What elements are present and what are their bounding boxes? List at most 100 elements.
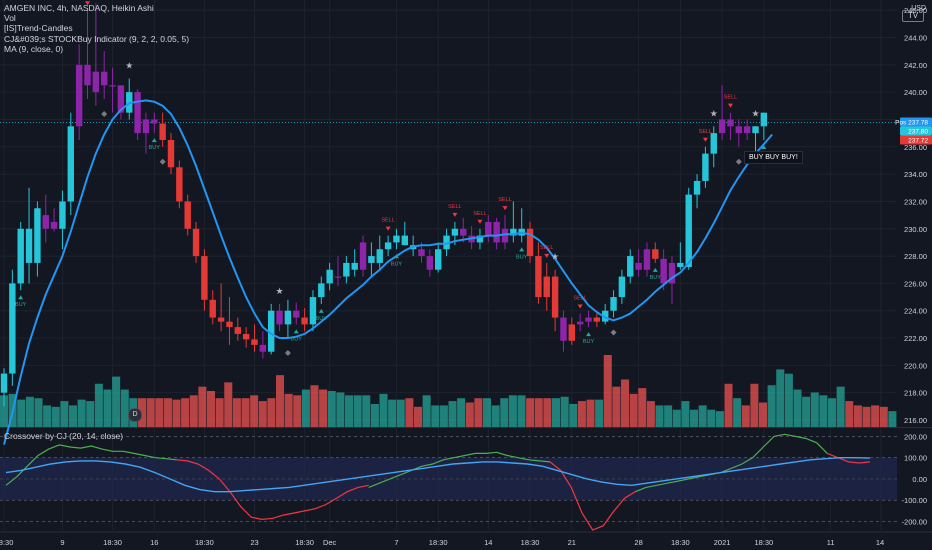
candle-series <box>0 3 768 407</box>
volume-bar <box>51 406 60 427</box>
volume-bar <box>802 396 811 427</box>
buy-signal-label: BUY <box>516 254 528 260</box>
volume-bar <box>310 385 319 427</box>
buy-arrow-icon <box>519 247 525 252</box>
oscillator-line <box>549 461 636 531</box>
volume-bar <box>646 401 655 427</box>
volume-bar <box>181 398 190 427</box>
volume-bar <box>638 388 647 427</box>
volume-bar <box>526 398 535 427</box>
candle-body <box>551 276 559 318</box>
candle-body <box>618 276 626 298</box>
volume-bar <box>517 395 526 427</box>
signal-markers: BUYSELL★BUY★BUYBUYSELLBUYSELLSELLSELLBUY… <box>15 1 770 357</box>
candle-body <box>326 269 333 284</box>
volume-bar <box>276 375 285 427</box>
buy-arrow-icon <box>18 295 24 300</box>
volume-bar <box>672 409 681 427</box>
volume-bar <box>241 398 250 427</box>
candle-body <box>134 92 141 134</box>
volume-bar <box>388 399 397 427</box>
volume-bar <box>733 398 742 427</box>
buy-arrow-icon <box>151 138 157 143</box>
price-tick-label: 230.00 <box>904 225 927 234</box>
price-tick-label: 220.00 <box>904 361 927 370</box>
candle-body <box>476 235 484 243</box>
candle-body <box>652 249 659 259</box>
legend-stockbuy-indicator: CJ&#039;s STOCKBuy Indicator (9, 2, 2, 0… <box>4 33 190 44</box>
volume-bar <box>319 389 328 427</box>
candle-body <box>109 85 116 87</box>
sell-signal-label: SELL <box>699 129 712 135</box>
buy-arrow-icon <box>293 329 299 334</box>
candle-body <box>384 242 392 250</box>
volume-bar <box>621 379 630 427</box>
volume-bar <box>750 383 759 427</box>
volume-bar <box>94 383 103 427</box>
buy-signal-label: BUY <box>650 275 662 281</box>
volume-bar <box>552 398 561 427</box>
candle-body <box>576 321 584 325</box>
diamond-icon <box>610 329 617 336</box>
time-tick-label: 2021 <box>714 538 731 547</box>
buy-arrow-icon <box>318 308 324 313</box>
time-tick-label: Dec <box>323 538 337 547</box>
candle-body <box>760 112 768 127</box>
candle-body <box>393 235 400 243</box>
candle-body <box>668 262 676 284</box>
oscillator-line <box>635 433 828 493</box>
volume-bar <box>483 398 492 427</box>
candle-body <box>426 256 434 270</box>
volume-bar <box>879 406 888 427</box>
candle-body <box>376 249 383 263</box>
time-tick-label: 21 <box>568 538 576 547</box>
candle-body <box>451 228 459 236</box>
candle-body <box>443 235 450 250</box>
volume-bar <box>853 405 862 427</box>
candle-body <box>627 256 634 277</box>
candle-body <box>259 344 267 352</box>
time-tick-label: 18:30 <box>103 538 122 547</box>
tradingview-logo-icon: TV <box>902 10 924 22</box>
candle-body <box>743 126 751 134</box>
candle-body <box>702 153 709 181</box>
time-tick-label: 7 <box>394 538 398 547</box>
volume-bar <box>301 389 310 427</box>
sell-arrow-icon <box>544 253 550 258</box>
volume-bar <box>207 391 216 427</box>
volume-bar <box>345 395 354 427</box>
volume-bar <box>560 396 569 427</box>
volume-bar <box>422 395 431 427</box>
dividend-badge[interactable]: D <box>128 408 142 422</box>
buy-signal-label: BUY <box>15 302 27 308</box>
candle-body <box>735 126 742 134</box>
price-tick-label: 222.00 <box>904 334 927 343</box>
buy-arrow-icon <box>393 254 399 259</box>
volume-bar <box>86 401 95 427</box>
candle-body <box>217 317 225 322</box>
chart-legend: AMGEN INC, 4h, NASDAQ, Heikin Ashi Vol [… <box>4 3 189 54</box>
volume-bar <box>612 386 621 427</box>
price-tick-label: 216.00 <box>904 416 927 425</box>
candle-body <box>560 317 567 341</box>
candle-body <box>710 133 717 154</box>
sell-arrow-icon <box>85 1 90 6</box>
volume-bar <box>500 398 509 427</box>
sell-arrow-icon <box>385 226 391 231</box>
star-icon: ★ <box>125 61 133 71</box>
volume-bar <box>508 395 517 427</box>
candle-body <box>635 262 642 270</box>
candle-body <box>368 256 375 263</box>
candle-body <box>460 228 467 236</box>
candle-body <box>0 373 8 393</box>
oscillator-line <box>827 452 871 464</box>
price-tick-label: 224.00 <box>904 307 927 316</box>
time-tick-label: 18:30 <box>0 538 13 547</box>
candle-body <box>543 276 550 298</box>
price-tick-label: 228.00 <box>904 252 927 261</box>
legend-moving-average: MA (9, close, 0) <box>4 43 64 54</box>
volume-bar <box>776 369 785 427</box>
moving-average-line <box>3 99 773 445</box>
buy-arrow-icon <box>652 267 658 272</box>
